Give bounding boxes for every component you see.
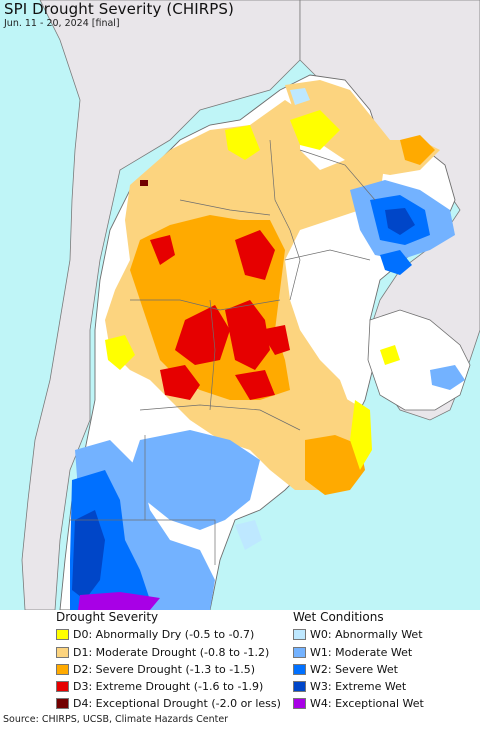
w1-uruguay — [430, 365, 465, 390]
legend-label-w3: W3: Extreme Wet — [310, 679, 407, 693]
page-title: SPI Drought Severity (CHIRPS) — [4, 0, 234, 18]
d3-patch-1 — [235, 230, 275, 280]
legend-item-w1: W1: Moderate Wet — [293, 644, 412, 660]
d4-patch — [140, 180, 148, 186]
swatch-d4 — [56, 697, 69, 709]
legend-item-d1: D1: Moderate Drought (-0.8 to -1.2) — [56, 644, 269, 660]
land-west — [21, 0, 301, 610]
w0-south — [235, 520, 262, 550]
legend-item-w4: W4: Exceptional Wet — [293, 695, 424, 711]
legend-item-w3: W3: Extreme Wet — [293, 678, 406, 694]
d0-ne — [290, 110, 340, 150]
legend-item-w2: W2: Severe Wet — [293, 661, 398, 677]
swatch-d1 — [56, 646, 69, 658]
d1-northeast — [285, 80, 440, 175]
swatch-w1 — [293, 646, 306, 658]
legend-label-w0: W0: Abnormally Wet — [310, 627, 423, 641]
legend-label-d4: D4: Exceptional Drought (-2.0 or less) — [73, 696, 281, 710]
swatch-d3 — [56, 680, 69, 692]
legend-label-w2: W2: Severe Wet — [310, 662, 398, 676]
legend: Drought Severity Wet Conditions D0: Abno… — [0, 610, 480, 710]
legend-label-w1: W1: Moderate Wet — [310, 645, 413, 659]
legend-item-d4: D4: Exceptional Drought (-2.0 or less) — [56, 695, 281, 711]
d3-patch-5 — [235, 370, 275, 400]
legend-label-d2: D2: Severe Drought (-1.3 to -1.5) — [73, 662, 256, 676]
d3-patch-6 — [150, 235, 175, 265]
drought-legend-heading: Drought Severity — [56, 610, 159, 624]
w3-southwest — [72, 510, 105, 600]
legend-item-d0: D0: Abnormally Dry (-0.5 to -0.7) — [56, 626, 254, 642]
d2-east-blob — [305, 435, 365, 495]
d3-patch-7 — [260, 325, 290, 355]
swatch-w3 — [293, 680, 306, 692]
d2-northeast — [400, 135, 435, 165]
d0-uruguay — [380, 345, 400, 365]
wet-legend-heading: Wet Conditions — [293, 610, 384, 624]
source-credit: Source: CHIRPS, UCSB, Climate Hazards Ce… — [3, 714, 229, 725]
w2-misiones — [380, 250, 412, 275]
legend-label-w4: W4: Exceptional Wet — [310, 696, 424, 710]
swatch-d2 — [56, 663, 69, 675]
d0-west — [105, 335, 135, 370]
date-range: Jun. 11 - 20, 2024 [final] — [4, 18, 120, 29]
w3-northeast — [385, 208, 415, 235]
d0-se-edge — [350, 400, 372, 470]
w1-south-central — [130, 430, 260, 530]
legend-item-d3: D3: Extreme Drought (-1.6 to -1.9) — [56, 678, 263, 694]
w4-southwest — [78, 592, 160, 610]
legend-label-d1: D1: Moderate Drought (-0.8 to -1.2) — [73, 645, 270, 659]
swatch-w0 — [293, 628, 306, 640]
legend-label-d3: D3: Extreme Drought (-1.6 to -1.9) — [73, 679, 264, 693]
d3-patch-4 — [160, 365, 200, 400]
d3-patch-3 — [225, 300, 270, 370]
d0-north — [225, 125, 260, 160]
w0-northeast — [290, 88, 310, 105]
d3-patch-2 — [175, 305, 230, 365]
swatch-d0 — [56, 628, 69, 640]
drought-map — [0, 0, 480, 610]
legend-item-w0: W0: Abnormally Wet — [293, 626, 423, 642]
swatch-w2 — [293, 663, 306, 675]
legend-item-d2: D2: Severe Drought (-1.3 to -1.5) — [56, 661, 255, 677]
legend-label-d0: D0: Abnormally Dry (-0.5 to -0.7) — [73, 627, 255, 641]
admin-borders — [70, 139, 376, 565]
swatch-w4 — [293, 697, 306, 709]
